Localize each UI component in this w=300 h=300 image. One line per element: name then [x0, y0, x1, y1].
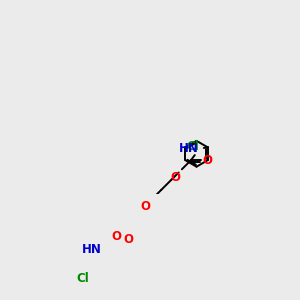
- Text: O: O: [124, 232, 134, 246]
- Text: HN: HN: [82, 243, 102, 256]
- Text: O: O: [111, 230, 121, 243]
- Text: Cl: Cl: [76, 272, 89, 285]
- Text: Cl: Cl: [187, 140, 200, 153]
- Text: HN: HN: [179, 142, 199, 155]
- Text: O: O: [171, 171, 181, 184]
- Text: O: O: [202, 154, 212, 167]
- Text: O: O: [141, 200, 151, 213]
